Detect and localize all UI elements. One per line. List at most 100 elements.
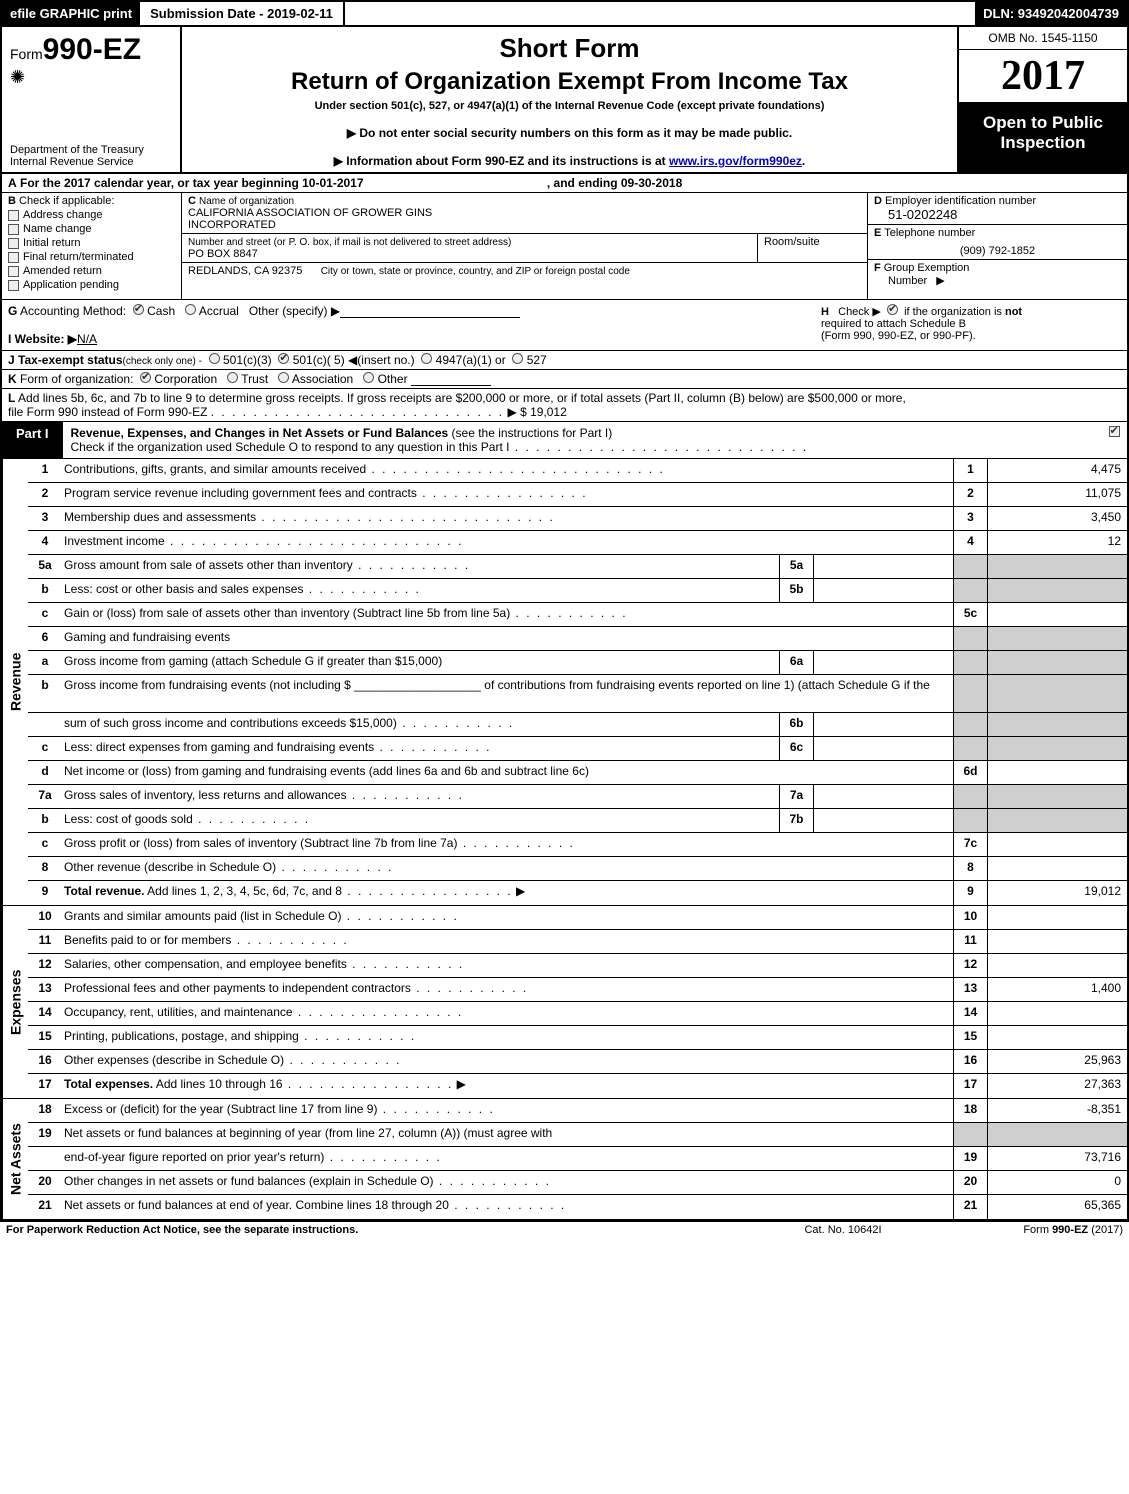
i-value: N/A: [77, 332, 97, 346]
form-line: bGross income from fundraising events (n…: [28, 675, 1127, 713]
line-box-number: [953, 809, 987, 832]
line-number: 8: [28, 857, 62, 880]
line-description: Gross income from fundraising events (no…: [62, 675, 953, 712]
form-line: 20Other changes in net assets or fund ba…: [28, 1171, 1127, 1195]
part1-schedule-o-chk[interactable]: [1109, 426, 1120, 437]
g-accrual-chk[interactable]: [185, 304, 196, 315]
k-o1-chk[interactable]: [140, 372, 151, 383]
row-k: K Form of organization: Corporation Trus…: [2, 370, 1127, 389]
line-description: Net assets or fund balances at end of ye…: [62, 1195, 953, 1219]
line-description: Gross amount from sale of assets other t…: [62, 555, 779, 578]
line-box-value: 25,963: [987, 1050, 1127, 1073]
line-number: 10: [28, 906, 62, 929]
line-number: 20: [28, 1171, 62, 1194]
line-box-value: [987, 906, 1127, 929]
inner-box-number: 5b: [779, 579, 813, 602]
title-return: Return of Organization Exempt From Incom…: [190, 68, 949, 96]
form990ez-link[interactable]: www.irs.gov/form990ez: [669, 154, 802, 168]
line-box-number: 16: [953, 1050, 987, 1073]
line-box-number: 15: [953, 1026, 987, 1049]
form-line: 18Excess or (deficit) for the year (Subt…: [28, 1099, 1127, 1123]
row-a-text-mid: , and ending 09-30-2018: [547, 176, 682, 190]
line-box-value: [987, 579, 1127, 602]
org-name2: INCORPORATED: [188, 219, 276, 231]
j-o3-chk[interactable]: [421, 353, 432, 364]
line-box-number: 4: [953, 531, 987, 554]
part1-section: Revenue1Contributions, gifts, grants, an…: [2, 459, 1127, 906]
line-number: 17: [28, 1074, 62, 1098]
d-ein: D Employer identification number 51-0202…: [868, 193, 1127, 225]
g-label: Accounting Method:: [20, 304, 126, 318]
lead-a: A: [8, 176, 17, 190]
k-o2-chk[interactable]: [227, 372, 238, 383]
checkbox-icon[interactable]: [8, 280, 19, 291]
line-number: d: [28, 761, 62, 784]
line-box-number: 10: [953, 906, 987, 929]
open-to-public: Open to Public Inspection: [959, 103, 1127, 172]
part1-title-bold: Revenue, Expenses, and Changes in Net As…: [71, 426, 449, 440]
line-box-value: [987, 675, 1127, 712]
inner-box-value: [813, 737, 953, 760]
line-box-value: [987, 651, 1127, 674]
header-left: Form990-EZ ✺ Department of the Treasury …: [2, 27, 182, 172]
inner-box-number: 7b: [779, 809, 813, 832]
b-item-label: Amended return: [23, 265, 102, 277]
g-accrual: Accrual: [199, 304, 239, 318]
checkbox-icon[interactable]: [8, 224, 19, 235]
col-c-name-address: C Name of organization CALIFORNIA ASSOCI…: [182, 193, 867, 299]
line-box-number: [953, 1123, 987, 1146]
line-description: Less: cost of goods sold: [62, 809, 779, 832]
g-other-input[interactable]: [340, 306, 520, 318]
e-phone: E Telephone number (909) 792-1852: [868, 225, 1127, 260]
org-city: REDLANDS, CA 92375: [188, 265, 302, 277]
note-info: ▶ Information about Form 990-EZ and its …: [190, 154, 949, 168]
j-o4-chk[interactable]: [512, 353, 523, 364]
j-o1-chk[interactable]: [209, 353, 220, 364]
line-box-value: [987, 555, 1127, 578]
line-number: 11: [28, 930, 62, 953]
line-number: 15: [28, 1026, 62, 1049]
line-description: Other expenses (describe in Schedule O): [62, 1050, 953, 1073]
k-other-input[interactable]: [411, 374, 491, 386]
line-description: Printing, publications, postage, and shi…: [62, 1026, 953, 1049]
g-cash-chk[interactable]: [133, 304, 144, 315]
row-g-h: G Accounting Method: Cash Accrual Other …: [2, 300, 1127, 351]
line-number: 5a: [28, 555, 62, 578]
line-box-value: [987, 713, 1127, 736]
c-street-row: Number and street (or P. O. box, if mail…: [182, 234, 867, 263]
checkbox-icon[interactable]: [8, 238, 19, 249]
line-number: 16: [28, 1050, 62, 1073]
line-box-value: 73,716: [987, 1147, 1127, 1170]
line-number: 12: [28, 954, 62, 977]
checkbox-icon[interactable]: [8, 252, 19, 263]
form-line: 3Membership dues and assessments33,450: [28, 507, 1127, 531]
h-chk[interactable]: [887, 304, 898, 315]
line-description: Occupancy, rent, utilities, and maintena…: [62, 1002, 953, 1025]
line-box-number: 11: [953, 930, 987, 953]
checkbox-icon[interactable]: [8, 266, 19, 277]
j-o2-chk[interactable]: [278, 353, 289, 364]
b-item-label: Address change: [23, 209, 103, 221]
k-o3: Association: [292, 372, 353, 386]
d-label: Employer identification number: [885, 195, 1036, 207]
k-o4-chk[interactable]: [363, 372, 374, 383]
c-city-row: REDLANDS, CA 92375 City or town, state o…: [182, 263, 867, 299]
k-o3-chk[interactable]: [278, 372, 289, 383]
inner-box-number: 6c: [779, 737, 813, 760]
line-number: [28, 1147, 62, 1170]
c-street-label: Number and street (or P. O. box, if mail…: [188, 237, 511, 248]
form-number: 990-EZ: [43, 33, 141, 66]
department-block: Department of the Treasury Internal Reve…: [10, 144, 172, 168]
dept-line2: Internal Revenue Service: [10, 156, 172, 168]
lead-b: B: [8, 195, 16, 207]
checkbox-icon[interactable]: [8, 210, 19, 221]
form-line: bLess: cost or other basis and sales exp…: [28, 579, 1127, 603]
line-description: Other revenue (describe in Schedule O): [62, 857, 953, 880]
col-d-e-f: D Employer identification number 51-0202…: [867, 193, 1127, 299]
j-o1: 501(c)(3): [223, 353, 272, 367]
line-box-value: [987, 857, 1127, 880]
e-value: (909) 792-1852: [874, 245, 1121, 257]
org-street: PO BOX 8847: [188, 248, 258, 260]
subtitle: Under section 501(c), 527, or 4947(a)(1)…: [190, 100, 949, 112]
i-website: I Website: ▶N/A: [8, 332, 821, 346]
